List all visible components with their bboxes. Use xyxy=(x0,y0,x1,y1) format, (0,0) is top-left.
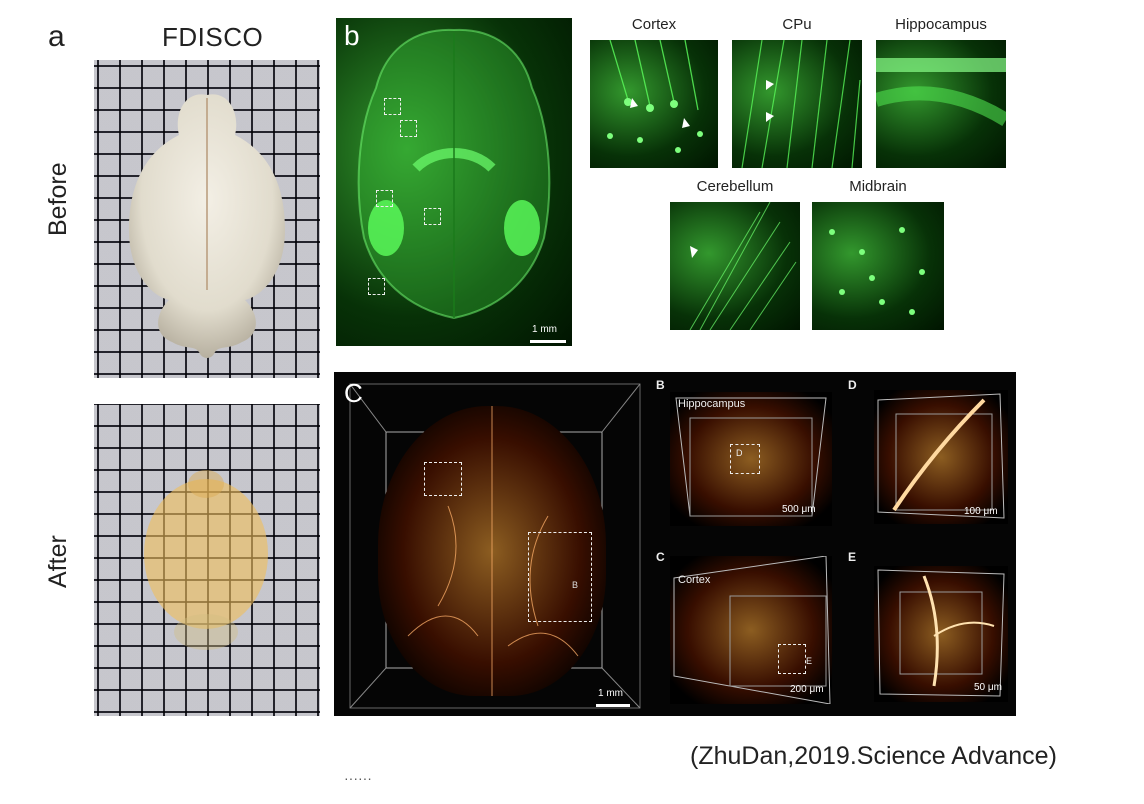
roi-box xyxy=(384,98,401,115)
sub-e-frame xyxy=(877,569,1005,697)
vascular-brain-render xyxy=(378,406,606,696)
sub-d-image: 100 μm xyxy=(874,390,1008,524)
panel-b-brain-image: 1 mm xyxy=(336,18,572,346)
white-brain-shape xyxy=(129,94,285,359)
cpu-fibers xyxy=(741,39,861,169)
sub-c-letter: C xyxy=(656,550,665,564)
citation: (ZhuDan,2019.Science Advance) xyxy=(690,742,1057,770)
sub-b-roi-label: D xyxy=(736,448,743,458)
region-title-hippocampus: Hippocampus xyxy=(895,16,987,33)
sub-c-scale-text: 200 μm xyxy=(790,684,824,695)
panel-b-scalebar xyxy=(530,340,566,343)
sub-c-label: Cortex xyxy=(678,574,711,586)
after-label: After xyxy=(44,535,72,588)
sub-c-roi-label: E xyxy=(806,656,813,666)
roi-box-d xyxy=(424,462,462,496)
cortex-image xyxy=(590,39,718,168)
panel-b-letter: b xyxy=(344,20,360,51)
sub-b-scale-text: 500 μm xyxy=(782,504,816,515)
sub-b-letter: B xyxy=(656,378,665,392)
region-title-cerebellum: Cerebellum xyxy=(696,178,774,195)
region-title-cortex: Cortex xyxy=(631,16,677,33)
footer-fragment: ······ xyxy=(344,770,372,786)
roi-box xyxy=(400,120,417,137)
cpu-image xyxy=(732,39,862,169)
panel-c-main: B 1 mm xyxy=(342,376,642,712)
panel-c-scalebar xyxy=(596,704,630,707)
sub-b-label: Hippocampus xyxy=(678,398,746,410)
green-brain-outline xyxy=(357,28,551,320)
vessel-lines xyxy=(407,406,579,696)
cerebellum-fibers xyxy=(689,201,797,331)
roi-box xyxy=(376,190,393,207)
sub-c-roi xyxy=(778,644,806,674)
before-label: Before xyxy=(44,162,72,236)
roi-label-b: B xyxy=(572,580,579,590)
roi-box xyxy=(368,278,385,295)
panel-c-scale-text: 1 mm xyxy=(598,688,623,699)
sub-d-frame xyxy=(877,393,1005,519)
sub-d-letter: D xyxy=(848,378,857,392)
roi-box xyxy=(424,208,441,225)
sub-c-image: Cortex E 200 μm xyxy=(670,555,832,705)
cerebellum-image xyxy=(670,201,800,331)
panel-b-scale-text: 1 mm xyxy=(532,324,557,335)
sub-e-letter: E xyxy=(848,550,857,564)
panel-a-letter: a xyxy=(48,20,65,53)
hippocampus-layers xyxy=(873,58,1010,126)
cortex-neurons xyxy=(607,39,703,153)
sub-b-roi xyxy=(730,444,760,474)
sub-e-image: 50 μm xyxy=(874,566,1008,702)
cleared-brain-shape xyxy=(144,470,268,650)
panel-c-letter: C xyxy=(344,378,363,408)
hippocampus-image xyxy=(873,40,1010,168)
midbrain-image xyxy=(812,202,944,330)
roi-box-b xyxy=(528,532,592,622)
panel-a-title: FDISCO xyxy=(162,22,264,52)
sub-b-frame xyxy=(675,397,827,517)
panel-c-container: B 1 mm C B Hippocampus D 500 μm D 100 μm… xyxy=(334,372,1016,716)
after-brain-photo xyxy=(94,404,320,716)
region-title-cpu: CPu xyxy=(782,16,812,33)
region-title-midbrain: Midbrain xyxy=(849,178,907,195)
sub-d-scale-text: 100 μm xyxy=(964,506,998,517)
midbrain-cells xyxy=(829,227,925,315)
sub-b-image: Hippocampus D 500 μm xyxy=(670,392,832,526)
before-brain-photo xyxy=(94,60,320,378)
sub-e-scale-text: 50 μm xyxy=(974,682,1002,693)
